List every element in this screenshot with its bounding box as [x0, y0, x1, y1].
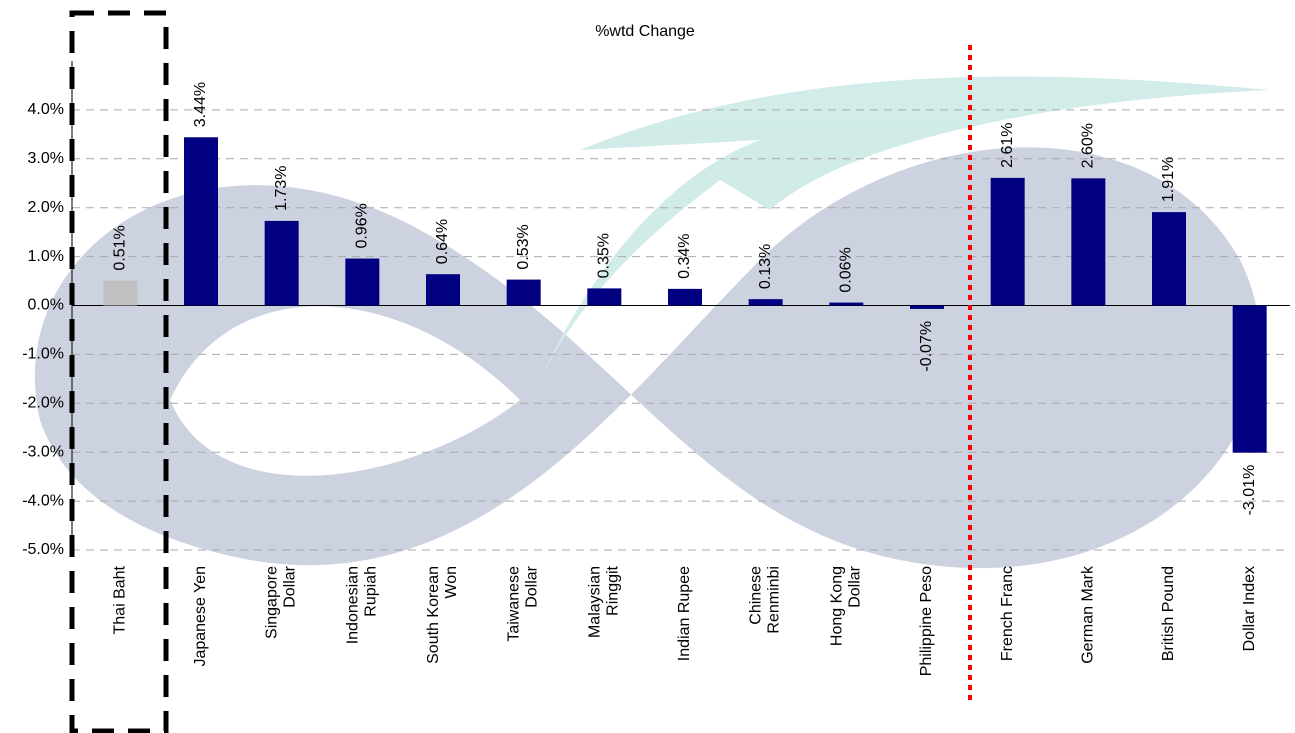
bar — [184, 137, 218, 305]
y-tick-label: -3.0% — [22, 443, 64, 460]
value-label: 0.34% — [676, 233, 693, 278]
bar — [829, 303, 863, 306]
bar — [587, 288, 621, 305]
x-tick-label: German Mark — [1080, 565, 1097, 664]
x-tick-label: Japanese Yen — [192, 566, 209, 667]
y-tick-label: 3.0% — [28, 150, 64, 167]
bar — [668, 289, 702, 306]
value-label: 2.61% — [999, 122, 1016, 167]
x-tick-label: Hong KongDollar — [829, 565, 864, 646]
x-tick-label: IndonesianRupiah — [345, 566, 380, 644]
value-label: 0.51% — [112, 225, 129, 270]
chart-title: %wtd Change — [595, 23, 695, 40]
y-tick-label: 0.0% — [28, 297, 64, 314]
x-tick-label: SingaporeDollar — [264, 565, 299, 639]
bar — [1071, 178, 1105, 305]
x-tick-label: Dollar Index — [1241, 566, 1258, 651]
bar — [1233, 306, 1267, 453]
bar — [507, 280, 541, 306]
value-label: 3.44% — [192, 82, 209, 127]
bar — [103, 281, 137, 306]
bar — [749, 299, 783, 305]
bar — [910, 306, 944, 309]
y-tick-label: -2.0% — [22, 395, 64, 412]
value-label: 1.91% — [1160, 157, 1177, 202]
chart: %wtd Change -5.0% -4.0% -3.0% -2.0% -1.0% 0.0… — [0, 0, 1295, 733]
value-label: -0.07% — [918, 321, 935, 372]
x-tick-label: Philippine Peso — [918, 566, 935, 676]
x-tick-label: TaiwaneseDollar — [506, 565, 541, 641]
value-label: 2.60% — [1080, 123, 1097, 168]
x-tick-label: Thai Baht — [112, 565, 129, 634]
y-tick-label: 4.0% — [28, 101, 64, 118]
x-tick-label: South KoreanWon — [425, 566, 460, 664]
y-tick-label: 2.0% — [28, 199, 64, 216]
x-tick-label: Indian Rupee — [676, 566, 693, 661]
y-tick-label: -5.0% — [22, 541, 64, 558]
value-label: 0.06% — [838, 247, 855, 292]
bar — [991, 178, 1025, 306]
value-label: 0.96% — [354, 203, 371, 248]
x-tick-label: MalaysianRinggit — [587, 565, 622, 638]
x-tick-label: ChineseRenminbi — [748, 566, 783, 634]
value-label: 0.35% — [596, 233, 613, 278]
value-label: -3.01% — [1241, 465, 1258, 516]
value-label: 1.73% — [273, 166, 290, 211]
x-tick-label: French Franc — [999, 566, 1016, 661]
y-tick-label: -1.0% — [22, 346, 64, 363]
x-tick-label: British Pound — [1160, 566, 1177, 661]
value-label: 0.64% — [434, 219, 451, 264]
value-label: 0.13% — [757, 244, 774, 289]
y-tick-label: 1.0% — [28, 248, 64, 265]
bar — [426, 274, 460, 305]
y-tick-label: -4.0% — [22, 492, 64, 509]
value-label: 0.53% — [515, 224, 532, 269]
bar — [345, 259, 379, 306]
bar — [265, 221, 299, 306]
bar — [1152, 212, 1186, 305]
